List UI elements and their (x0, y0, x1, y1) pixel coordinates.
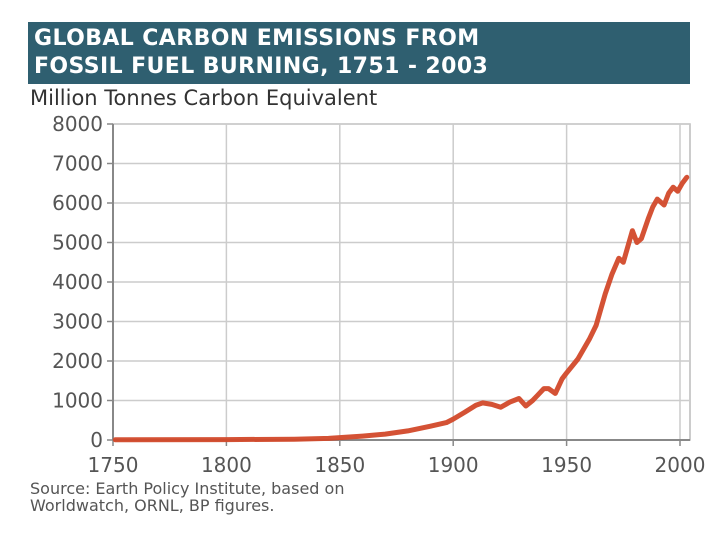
chart-title-line-1: GLOBAL CARBON EMISSIONS FROM (34, 26, 480, 51)
x-tick-label: 1750 (88, 453, 139, 477)
y-tick-label: 3000 (52, 310, 103, 334)
chart-series (112, 174, 690, 443)
x-tick-label: 1900 (428, 453, 479, 477)
y-tick-label: 8000 (52, 112, 103, 136)
y-tick-label: 0 (90, 428, 103, 452)
emissions-line (112, 174, 690, 443)
chart-title-line-2: FOSSIL FUEL BURNING, 1751 - 2003 (34, 54, 489, 79)
x-tick-label: 1850 (314, 453, 365, 477)
y-axis-unit-label: Million Tonnes Carbon Equivalent (30, 86, 378, 110)
y-tick-label: 4000 (52, 270, 103, 294)
source-note: Source: Earth Policy Institute, based on… (30, 480, 344, 514)
x-tick-label: 1800 (201, 453, 252, 477)
chart-tick-labels: 0 1000 2000 3000 4000 5000 6000 7000 8000 1750 180… (52, 112, 705, 477)
x-tick-label: 2000 (655, 453, 706, 477)
source-line-1: Source: Earth Policy Institute, based on (30, 479, 345, 498)
y-tick-label: 7000 (52, 152, 103, 176)
y-tick-label: 1000 (52, 389, 103, 413)
y-tick-label: 6000 (52, 191, 103, 215)
chart-grid (112, 123, 691, 441)
source-line-2: Worldwatch, ORNL, BP figures. (30, 496, 275, 515)
y-tick-label: 2000 (52, 349, 103, 373)
y-tick-label: 5000 (52, 231, 103, 255)
x-tick-label: 1950 (541, 453, 592, 477)
title-banner: GLOBAL CARBON EMISSIONS FROM FOSSIL FUEL… (28, 22, 690, 84)
